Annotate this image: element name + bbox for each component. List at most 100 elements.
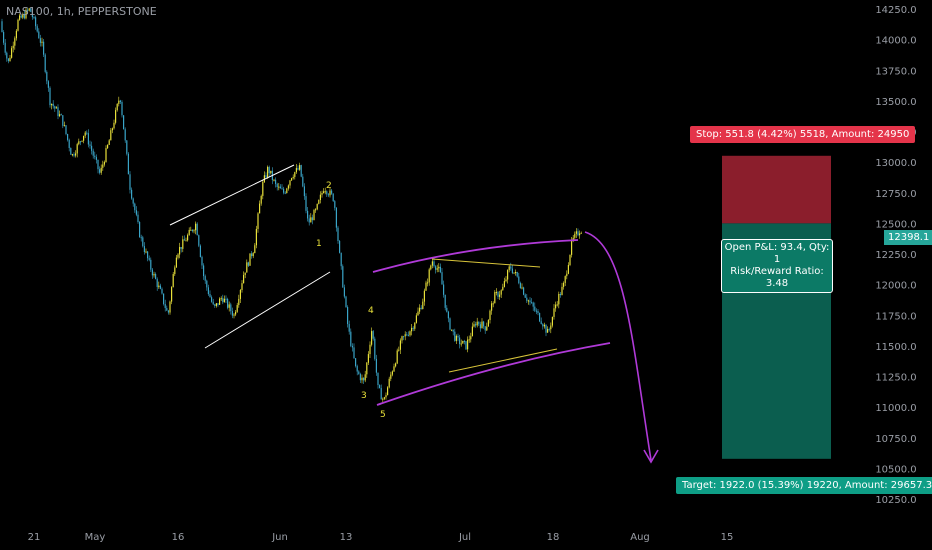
y-tick-label: 12000.0 — [875, 281, 916, 292]
wedge-line-lower — [376, 342, 611, 406]
candle-body — [59, 114, 61, 117]
candle-body — [31, 11, 33, 18]
candle-body — [183, 239, 185, 241]
candle-body — [163, 293, 165, 304]
open-pnl-box[interactable]: Open P&L: 93.4, Qty: 1 Risk/Reward Ratio… — [721, 239, 833, 293]
candle-body — [382, 398, 384, 400]
candle-body — [175, 257, 177, 268]
candle-body — [511, 268, 513, 274]
candle-body — [33, 17, 35, 19]
candle-body — [374, 338, 376, 359]
candle-body — [119, 100, 121, 102]
candle-body — [446, 307, 448, 312]
candle-body — [502, 286, 504, 291]
y-axis[interactable]: 14250.014000.013750.013500.013250.013000… — [875, 5, 916, 506]
candle-body — [500, 290, 502, 295]
candle-body — [259, 203, 261, 214]
candle-body — [359, 374, 361, 381]
candle-body — [36, 26, 38, 32]
candle-body — [276, 183, 278, 188]
candle-body — [238, 298, 240, 306]
candle-body — [14, 38, 16, 46]
candle-body — [311, 217, 313, 221]
y-tick-label: 10750.0 — [875, 434, 916, 445]
candle-body — [57, 107, 59, 117]
candle-body — [334, 201, 336, 208]
candle-body — [108, 140, 110, 145]
candle-body — [35, 17, 37, 27]
candle-body — [275, 179, 277, 184]
candle-body — [369, 344, 371, 355]
candle-body — [401, 336, 403, 341]
candle-body — [241, 283, 243, 290]
candle-body — [326, 191, 328, 195]
candle-body — [355, 358, 357, 367]
candle-body — [558, 294, 560, 305]
candle-body — [417, 311, 419, 316]
candle-body — [273, 179, 275, 181]
candle-body — [329, 190, 331, 196]
candle-body — [123, 115, 125, 130]
candle-body — [287, 185, 289, 189]
candle-body — [111, 128, 113, 131]
candle-body — [76, 144, 78, 154]
candle-body — [25, 9, 27, 19]
candle-body — [294, 172, 296, 177]
candle-body — [433, 261, 435, 267]
candle-body — [177, 254, 179, 258]
candle-body — [12, 45, 14, 49]
candle-body — [100, 167, 102, 173]
y-tick-label: 13750.0 — [875, 66, 916, 77]
candle-body — [121, 101, 123, 116]
candle-body — [9, 57, 11, 62]
candle-body — [187, 235, 189, 241]
candle-body — [540, 321, 542, 324]
candle-body — [550, 325, 552, 330]
candle-body — [65, 125, 67, 135]
candle-body — [39, 38, 41, 43]
x-axis[interactable]: 21 May 16 Jun 13 Jul 18 Aug 15 — [28, 532, 734, 543]
candle-body — [291, 178, 293, 181]
candle-body — [449, 318, 451, 330]
candle-body — [475, 324, 477, 326]
candle-body — [479, 324, 481, 329]
candle-body — [43, 41, 45, 55]
candle-body — [172, 274, 174, 288]
candle-body — [174, 267, 176, 275]
candle-body — [91, 145, 93, 151]
candle-body — [70, 148, 72, 155]
candle-body — [214, 304, 216, 306]
candle-body — [371, 331, 373, 345]
candle-body — [428, 269, 430, 283]
candle-body — [412, 327, 414, 329]
candle-body — [127, 153, 129, 175]
candle-body — [545, 324, 547, 333]
candle-body — [206, 280, 208, 288]
x-tick-label: Jul — [458, 532, 471, 543]
candle-body — [425, 282, 427, 291]
candle-body — [447, 311, 449, 319]
candle-body — [553, 308, 555, 317]
candle-body — [222, 298, 224, 303]
candle-body — [211, 297, 213, 302]
candle-body — [87, 133, 89, 145]
candle-body — [364, 374, 366, 381]
x-tick-label: 16 — [172, 532, 185, 543]
candle-body — [252, 253, 254, 257]
candle-body — [366, 362, 368, 375]
candle-body — [340, 252, 342, 267]
candle-body — [188, 229, 190, 236]
candle-body — [443, 284, 445, 295]
candle-body — [54, 106, 56, 109]
candle-body — [561, 286, 563, 296]
candle-body — [147, 251, 149, 259]
candle-body — [247, 262, 249, 266]
candle-body — [372, 331, 374, 339]
candle-body — [331, 190, 333, 194]
candle-body — [302, 176, 304, 187]
candle-body — [23, 14, 25, 19]
candle-body — [145, 251, 147, 253]
triangle-line-lower — [448, 348, 558, 373]
candle-body — [103, 162, 105, 165]
wave-label-3: 3 — [361, 391, 367, 401]
